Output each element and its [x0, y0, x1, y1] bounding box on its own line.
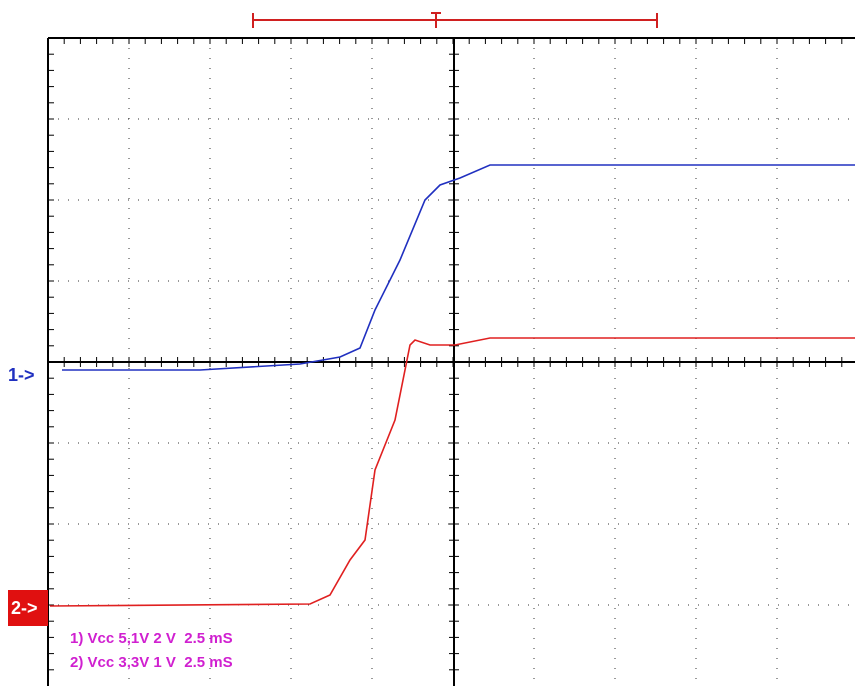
- trigger-bracket: [252, 12, 658, 28]
- channel-1-marker: 1->: [8, 365, 35, 385]
- channel-2-marker: 2->: [11, 598, 38, 618]
- channel-2-trace: [49, 337, 855, 607]
- channel-2-legend: 2) Vcc 3,3V 1 V 2.5 mS: [70, 654, 233, 671]
- channel-1-legend: 1) Vcc 5,1V 2 V 2.5 mS: [70, 630, 233, 647]
- channel-1-trace: [62, 164, 855, 371]
- channel-2-marker-box: [8, 590, 48, 626]
- grid: [48, 38, 855, 686]
- axis-ticks: [47, 37, 843, 671]
